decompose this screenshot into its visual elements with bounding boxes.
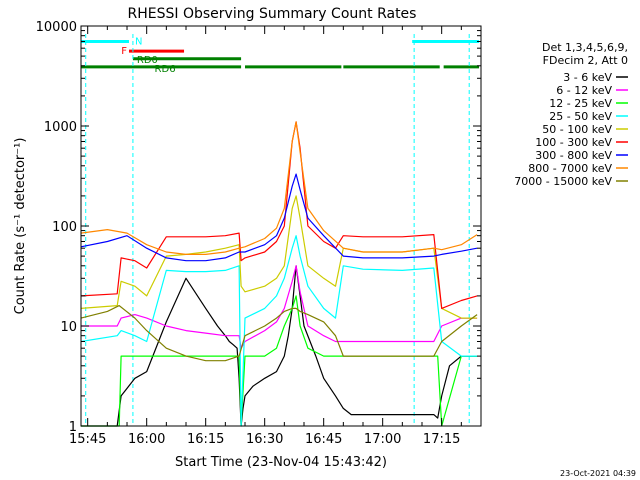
series-line-7 <box>80 121 478 255</box>
y-tick-label-0: 1 <box>69 420 77 435</box>
x-tick-label-6: 17:15 <box>423 432 460 447</box>
series-line-8 <box>80 305 478 362</box>
flag-label-0: N <box>135 36 142 47</box>
flag-label-1: F <box>121 46 127 57</box>
legend-label-2: 12 - 25 keV <box>549 97 612 110</box>
x-tick-label-5: 17:00 <box>364 432 401 447</box>
series-line-3 <box>80 235 478 427</box>
series-lines <box>80 121 478 427</box>
legend-header-1: FDecim 2, Att 0 <box>543 54 628 67</box>
flag-label-3: RD6 <box>155 64 176 75</box>
legend-label-8: 7000 - 15000 keV <box>514 175 612 188</box>
y-tick-label-2: 100 <box>52 220 77 235</box>
chart-title: RHESSI Observing Summary Count Rates <box>128 6 417 22</box>
series-line-0 <box>81 265 478 427</box>
x-tick-label-0: 15:45 <box>69 432 106 447</box>
legend-label-4: 50 - 100 keV <box>542 123 612 136</box>
legend: Det 1,3,4,5,6,9,FDecim 2, Att 0 3 - 6 keV… <box>514 41 628 188</box>
x-tick-label-3: 16:30 <box>246 432 283 447</box>
night-markers <box>85 34 470 426</box>
y-tick-label-1: 10 <box>60 320 77 335</box>
series-line-5 <box>80 121 478 309</box>
x-axis: 15:45 16:00 16:15 16:30 16:45 17:00 17:15 <box>69 26 482 447</box>
legend-label-7: 800 - 7000 keV <box>528 162 612 175</box>
timestamp: 23-Oct-2021 04:39 <box>560 469 636 478</box>
flag-label-2: RD0 <box>137 55 158 66</box>
legend-label-3: 25 - 50 keV <box>549 110 612 123</box>
legend-label-1: 6 - 12 keV <box>556 84 612 97</box>
series-line-1 <box>81 265 478 349</box>
y-axis-label: Count Rate (s⁻¹ detector⁻¹) <box>13 138 28 315</box>
y-axis: 1 10 100 1000 10000 <box>36 20 481 435</box>
x-tick-label-2: 16:15 <box>187 432 224 447</box>
x-tick-label-1: 16:00 <box>128 432 165 447</box>
y-tick-label-4: 10000 <box>36 20 77 35</box>
legend-label-0: 3 - 6 keV <box>563 71 612 84</box>
x-axis-label: Start Time (23-Nov-04 15:43:42) <box>175 455 387 470</box>
y-tick-label-3: 1000 <box>44 120 77 135</box>
legend-label-5: 100 - 300 keV <box>535 136 612 149</box>
legend-label-6: 300 - 800 keV <box>535 149 612 162</box>
x-tick-label-4: 16:45 <box>305 432 342 447</box>
series-line-6 <box>80 173 478 262</box>
legend-header-0: Det 1,3,4,5,6,9, <box>542 41 628 54</box>
